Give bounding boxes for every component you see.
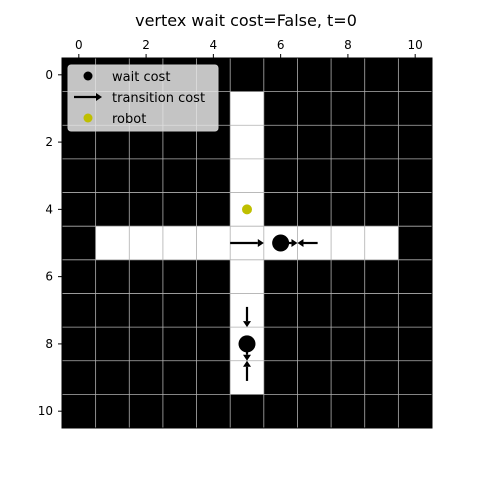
- axis-ticks: 0 2 4 6 8 10 0 2 4 6 8 10: [38, 38, 423, 418]
- free-cell: [162, 226, 197, 260]
- transition-arrow: [230, 239, 264, 247]
- y-tick-label: 10: [38, 404, 53, 418]
- transition-arrow: [243, 360, 251, 381]
- arrow-head: [257, 239, 264, 247]
- legend-entry: robot: [83, 112, 146, 127]
- legend-label: wait cost: [112, 70, 170, 85]
- free-cell: [129, 226, 163, 260]
- free-cell: [95, 226, 130, 260]
- x-tick-label: 8: [344, 38, 352, 52]
- free-cell: [230, 91, 264, 126]
- legend: wait cost transition cost robot: [67, 64, 219, 132]
- chart-title: vertex wait cost=False, t=0: [135, 11, 357, 30]
- x-tick-label: 2: [142, 38, 150, 52]
- legend-entry: transition cost: [74, 91, 205, 106]
- y-tick-label: 0: [45, 68, 53, 82]
- legend-box: [67, 64, 219, 132]
- x-tick-label: 10: [408, 38, 423, 52]
- transition-arrow: [243, 306, 251, 328]
- legend-label: robot: [112, 112, 146, 127]
- arrow-head: [297, 239, 304, 247]
- arrow-head: [291, 239, 298, 247]
- free-cell: [196, 226, 231, 260]
- free-cell: [364, 226, 399, 260]
- legend-transition-cost-marker: [74, 93, 102, 101]
- wait-cost-point: [238, 335, 256, 353]
- x-tick-label: 0: [75, 38, 83, 52]
- legend-wait-cost-marker: [83, 71, 93, 81]
- free-cell: [230, 259, 264, 294]
- axes-frame: [61, 57, 433, 429]
- wait-cost-point: [272, 234, 290, 252]
- y-tick-label: 2: [45, 135, 53, 149]
- free-cell: [230, 158, 264, 193]
- robot-point: [242, 204, 252, 215]
- free-cell: [230, 125, 264, 159]
- arrow-head: [243, 360, 251, 367]
- legend-label: transition cost: [112, 91, 205, 106]
- y-tick-label: 6: [45, 270, 53, 284]
- legend-entry: wait cost: [83, 70, 170, 85]
- arrow-head: [243, 321, 251, 328]
- y-tick-label: 8: [45, 337, 53, 351]
- y-tick-label: 4: [45, 202, 53, 216]
- x-tick-label: 4: [210, 38, 218, 52]
- plot-area: [61, 57, 433, 429]
- x-tick-label: 6: [277, 38, 285, 52]
- arrow-head: [243, 354, 251, 361]
- legend-robot-marker: [83, 113, 93, 123]
- transition-arrow: [297, 239, 318, 247]
- free-cell: [331, 226, 365, 260]
- arrow-head: [96, 93, 102, 101]
